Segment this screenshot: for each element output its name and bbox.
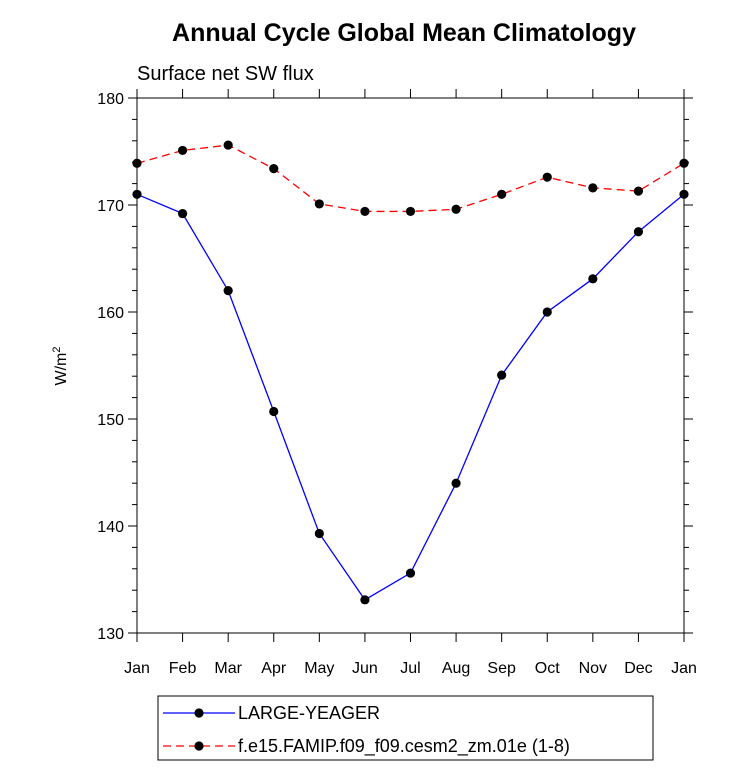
plot-frame <box>136 97 685 634</box>
data-point <box>223 140 233 150</box>
x-tick-label: Oct <box>535 660 560 677</box>
data-point <box>405 206 416 217</box>
data-point <box>497 189 507 199</box>
legend-label: LARGE-YEAGER <box>238 703 380 723</box>
x-tick-label: Sep <box>487 660 516 677</box>
data-point <box>679 189 689 199</box>
y-axis-label: W/m2 <box>51 347 70 386</box>
data-point <box>405 568 416 578</box>
data-point <box>542 172 552 182</box>
y-tick-label: 170 <box>97 198 124 215</box>
x-tick-label: Jul <box>400 660 420 677</box>
x-tick-label: Nov <box>579 660 607 677</box>
y-tick-label: 130 <box>97 626 124 643</box>
y-tick-label: 160 <box>97 305 124 322</box>
legend: LARGE-YEAGER f.e15.FAMIP.f09_f09.cesm2_zm… <box>157 695 654 761</box>
data-point <box>451 204 461 214</box>
data-point <box>314 528 324 539</box>
series-1 <box>132 140 689 217</box>
data-point <box>269 406 279 417</box>
y-tick-label: 140 <box>97 519 124 536</box>
data-point <box>223 286 233 296</box>
data-point <box>360 595 370 605</box>
x-tick-label: Aug <box>442 660 470 677</box>
chart-title: Annual Cycle Global Mean Climatology <box>172 19 636 47</box>
x-tick-label: Jan <box>671 660 697 677</box>
chart-subtitle: Surface net SW flux <box>137 63 314 85</box>
x-tick-label: Mar <box>214 660 242 677</box>
data-point <box>269 164 279 174</box>
x-tick-label: Dec <box>624 660 652 677</box>
x-tick-label: Jan <box>124 660 150 677</box>
axes: 130 140 150 160 170 180 Jan Feb Mar Apr May Jun Jul A… <box>97 89 697 677</box>
legend-box <box>157 695 654 761</box>
data-point <box>177 145 188 156</box>
data-point <box>633 227 644 237</box>
data-point <box>633 186 644 196</box>
x-tick-label: Apr <box>261 660 287 677</box>
x-tick-label: Feb <box>169 660 197 677</box>
data-point <box>132 189 142 199</box>
data-point <box>177 208 188 219</box>
series-0 <box>132 189 689 605</box>
data-point <box>314 199 324 209</box>
data-point <box>588 183 598 193</box>
legend-marker <box>194 708 204 718</box>
x-tick-label: Jun <box>352 660 378 677</box>
series-line <box>136 193 685 601</box>
legend-marker <box>194 741 204 751</box>
y-tick-label: 150 <box>97 412 124 429</box>
data-point <box>588 274 598 284</box>
data-point <box>451 478 461 488</box>
y-tick-label: 180 <box>97 91 124 108</box>
data-point <box>679 158 689 168</box>
data-point <box>360 206 370 217</box>
data-point <box>132 158 142 168</box>
legend-label: f.e15.FAMIP.f09_f09.cesm2_zm.01e (1-8) <box>238 736 570 757</box>
data-point <box>542 307 552 317</box>
data-point <box>497 370 507 380</box>
series-line <box>136 144 685 213</box>
x-tick-label: May <box>304 660 334 677</box>
series-layer <box>132 140 689 605</box>
